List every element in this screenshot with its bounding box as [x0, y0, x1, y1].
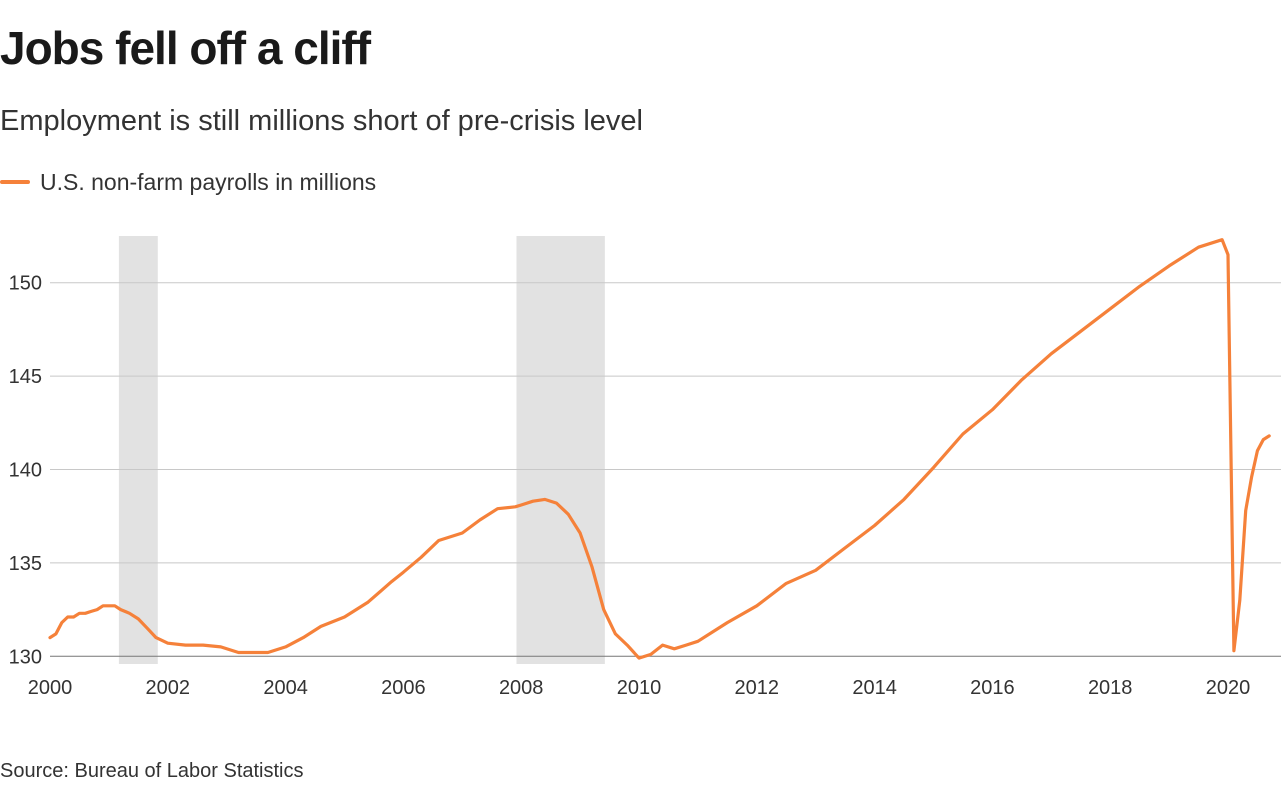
x-tick-label-2006: 2006 — [381, 677, 426, 699]
y-tick-label-135: 135 — [9, 553, 42, 575]
legend: U.S. non-farm payrolls in millions — [0, 166, 376, 198]
x-tick-label-2004: 2004 — [263, 677, 308, 699]
x-tick-label-2010: 2010 — [617, 677, 662, 699]
recession-band-1 — [118, 236, 158, 664]
chart-subtitle: Employment is still millions short of pr… — [0, 105, 643, 137]
series-layer — [48, 238, 1271, 660]
x-tick-label-2008: 2008 — [499, 677, 544, 699]
y-axis-ticks: 130 135 140 145 150 — [9, 273, 42, 669]
x-tick-label-2012: 2012 — [735, 677, 780, 699]
y-tick-label-130: 130 — [9, 646, 42, 668]
legend-swatch — [0, 180, 30, 184]
source-note: Source: Bureau of Labor Statistics — [0, 760, 304, 782]
line-chart: 130 135 140 145 150 2000 2002 2004 2006 2008 2010… — [9, 236, 1281, 699]
series-line-1 — [48, 238, 1271, 660]
y-tick-label-145: 145 — [9, 366, 42, 388]
x-tick-label-2018: 2018 — [1088, 677, 1133, 699]
recession-band-2 — [516, 236, 605, 664]
gridlines — [50, 282, 1281, 657]
x-tick-label-2000: 2000 — [28, 677, 73, 699]
x-tick-label-2020: 2020 — [1206, 677, 1251, 699]
x-tick-label-2016: 2016 — [970, 677, 1015, 699]
y-tick-label-150: 150 — [9, 273, 42, 295]
legend-label: U.S. non-farm payrolls in millions — [40, 168, 377, 195]
x-axis-ticks: 2000 2002 2004 2006 2008 2010 2012 2014 2016 2018… — [28, 677, 1250, 699]
y-tick-label-140: 140 — [9, 459, 42, 481]
x-tick-label-2002: 2002 — [146, 677, 191, 699]
recession-bands — [118, 236, 605, 664]
chart-title: Jobs fell off a cliff — [0, 22, 371, 74]
x-tick-label-2014: 2014 — [852, 677, 897, 699]
